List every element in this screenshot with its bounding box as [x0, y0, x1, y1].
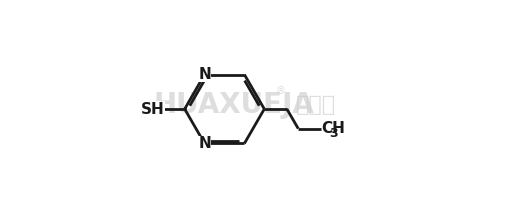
Text: N: N [198, 136, 211, 151]
Text: 化学加: 化学加 [296, 95, 336, 115]
Text: CH: CH [322, 121, 345, 136]
Text: 3: 3 [329, 127, 337, 140]
Text: HUAXUEJA: HUAXUEJA [154, 91, 315, 119]
Text: ®: ® [276, 86, 285, 96]
Text: SH: SH [140, 102, 164, 116]
Text: N: N [198, 67, 211, 82]
